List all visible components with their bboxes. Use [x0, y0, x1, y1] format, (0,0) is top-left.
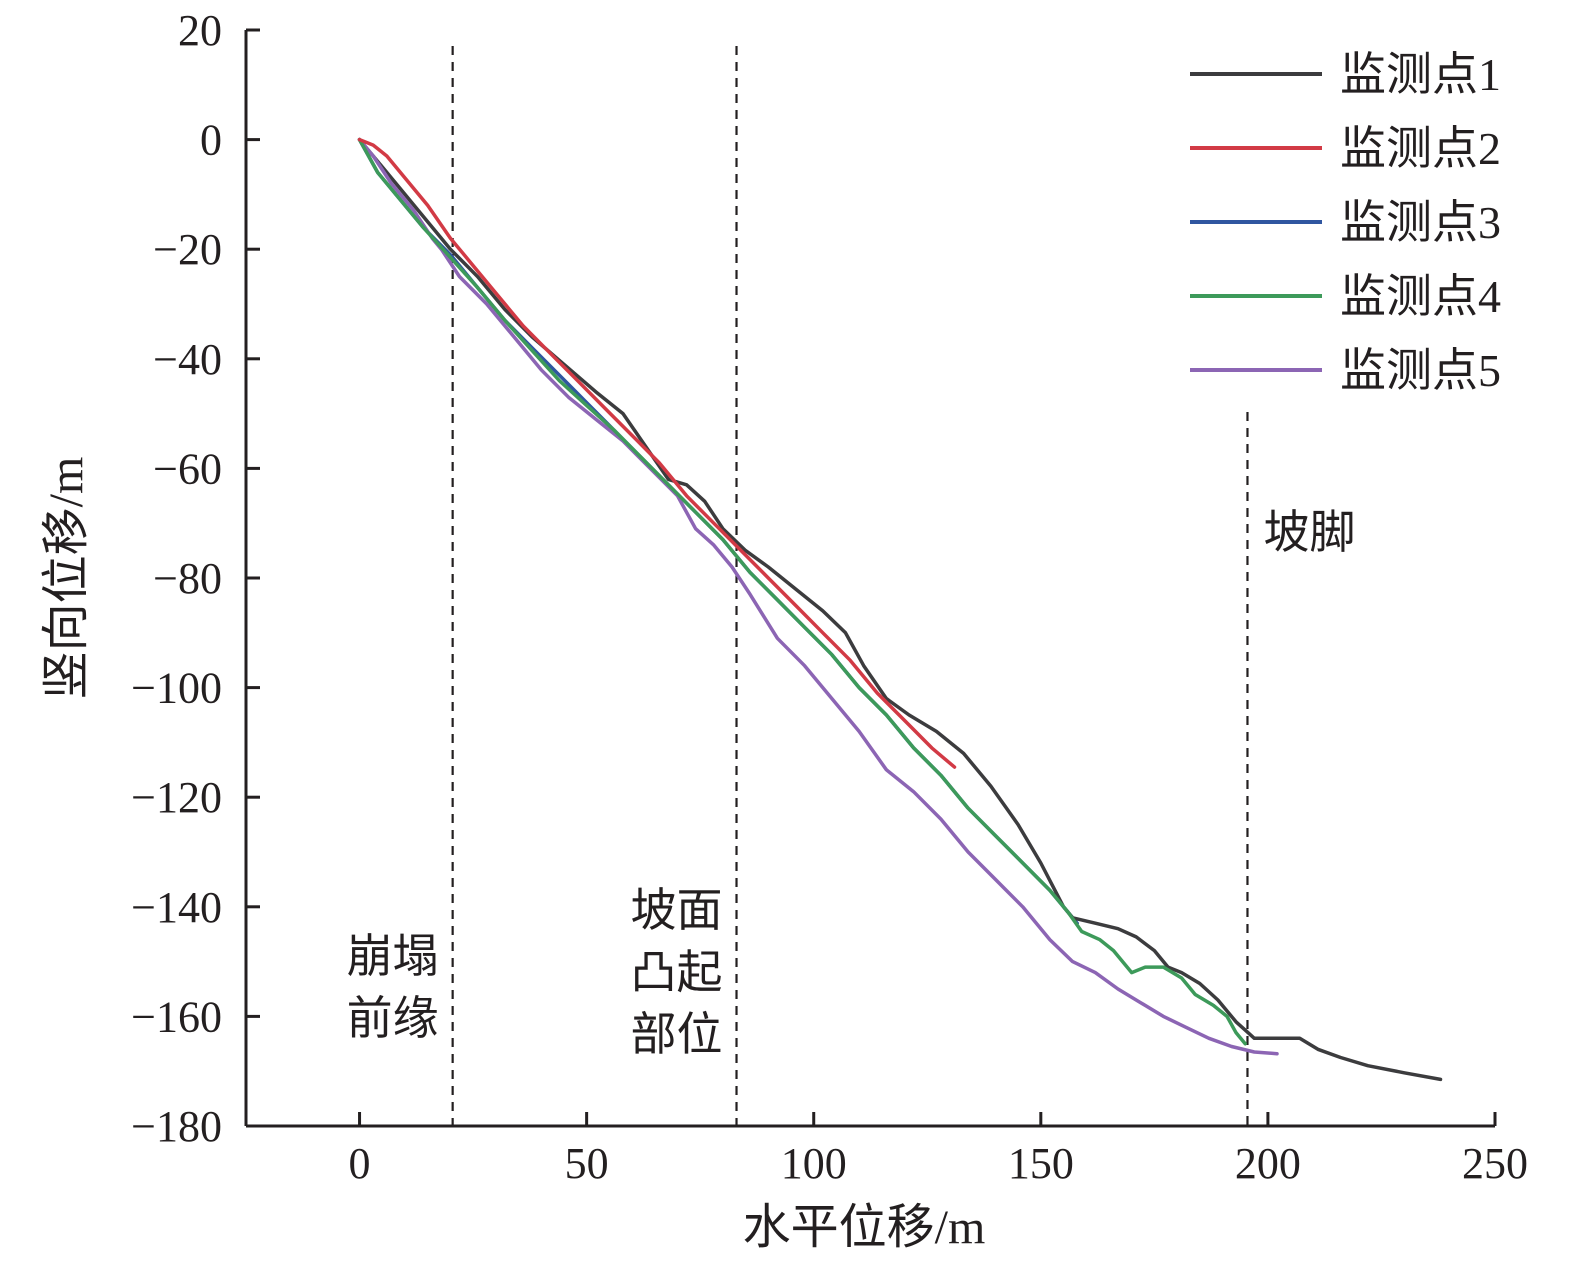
legend-label: 监测点4 [1340, 271, 1501, 322]
x-axis-title: 水平位移/m [743, 1201, 986, 1254]
legend-label: 监测点2 [1340, 123, 1501, 174]
reference-line-label: 凸起 [631, 947, 723, 998]
legend-label: 监测点1 [1340, 49, 1501, 100]
y-tick-label: −80 [153, 554, 222, 603]
series-line-2 [357, 137, 957, 769]
y-tick-label: 0 [200, 116, 222, 165]
x-tick-label: 50 [565, 1139, 609, 1188]
y-tick-label: −20 [153, 225, 222, 274]
reference-line-label: 部位 [631, 1009, 723, 1060]
y-tick-label: −160 [131, 992, 222, 1041]
series-line-5 [357, 137, 1279, 1056]
legend: 监测点1 监测点2 监测点3 监测点4 监测点5 [1190, 49, 1501, 396]
y-tick-label: −120 [131, 773, 222, 822]
legend-label: 监测点3 [1340, 197, 1501, 248]
x-tick-label: 200 [1235, 1139, 1301, 1188]
series-line-1 [357, 137, 1443, 1082]
y-tick-label: −140 [131, 883, 222, 932]
y-tick-label: −60 [153, 444, 222, 493]
legend-label: 监测点5 [1340, 345, 1501, 396]
y-axis-title: 竖向位移/m [40, 457, 93, 700]
x-ticks: 0 50 100 150 200 250 [349, 1112, 1528, 1188]
y-tick-label: −40 [153, 335, 222, 384]
y-ticks: 20 0 −20 −40 −60 −80 −100 −120 −140 −160 −180 [131, 6, 260, 1151]
x-tick-label: 0 [349, 1139, 371, 1188]
x-tick-label: 250 [1462, 1139, 1528, 1188]
x-tick-label: 100 [781, 1139, 847, 1188]
y-tick-label: −180 [131, 1102, 222, 1151]
reference-line-label: 坡脚 [1263, 507, 1355, 558]
y-tick-label: −100 [131, 664, 222, 713]
reference-line-label: 前缘 [347, 993, 439, 1044]
series-group [357, 137, 1443, 1082]
series-line-4 [357, 137, 1247, 1046]
reference-line-label: 坡面 [631, 885, 723, 936]
y-tick-label: 20 [178, 6, 222, 55]
reference-line-label: 崩塌 [347, 931, 439, 982]
x-tick-label: 150 [1008, 1139, 1074, 1188]
